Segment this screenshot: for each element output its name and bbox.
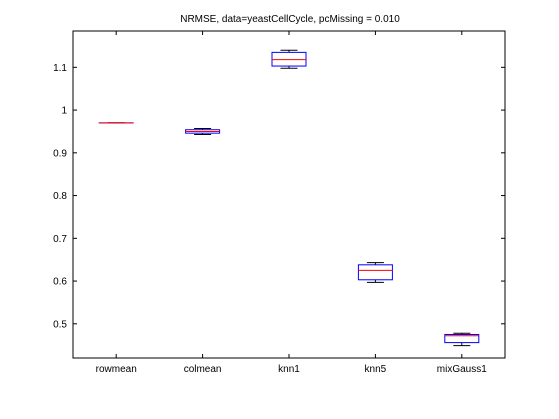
x-tick-label: colmean	[184, 364, 222, 375]
y-tick-label: 0.7	[53, 234, 67, 245]
box-mixGauss1	[444, 332, 480, 347]
axes-frame	[72, 30, 506, 359]
x-tick-label: rowmean	[96, 364, 137, 375]
box-knn1	[271, 49, 307, 69]
y-tick-label: 0.8	[53, 191, 67, 202]
y-tick-label: 1.1	[53, 63, 67, 74]
plot-area: 0.5 0.6 0.7 0.8 0.9 1 1.1 rowmean colmean knn1 knn…	[53, 30, 506, 375]
x-tick-label: knn5	[365, 364, 387, 375]
y-tick-label: 0.6	[53, 277, 67, 288]
chart-title: NRMSE, data=yeastCellCycle, pcMissing = …	[180, 14, 400, 25]
box-colmean	[185, 127, 221, 135]
box-iqr	[444, 333, 480, 344]
x-tick-label: mixGauss1	[437, 364, 487, 375]
x-tick-label: knn1	[278, 364, 300, 375]
box-iqr	[357, 264, 393, 281]
box-knn5	[357, 262, 393, 283]
y-tick-label: 0.9	[53, 148, 67, 159]
y-tick-label: 1	[61, 106, 67, 117]
y-tick-label: 0.5	[53, 319, 67, 330]
